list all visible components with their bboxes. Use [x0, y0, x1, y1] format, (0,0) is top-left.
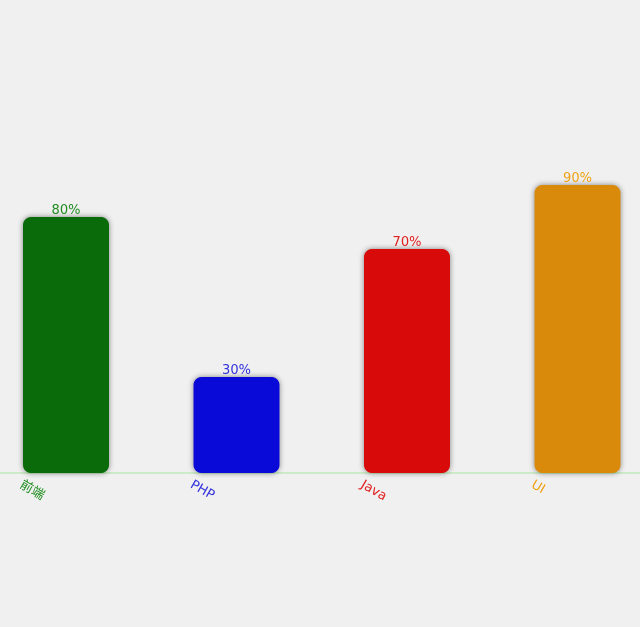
category-label-1: PHP [188, 477, 218, 503]
value-label-2: 70% [393, 235, 422, 250]
category-label-3: UI [529, 477, 548, 497]
bar-0 [23, 217, 109, 473]
category-label-0: 前端 [17, 477, 48, 504]
value-label-0: 80% [52, 203, 81, 218]
value-labels-group: 80% 30% 70% 90% [52, 171, 592, 378]
value-label-3: 90% [563, 171, 592, 186]
bar-2 [364, 249, 450, 473]
category-labels-group: 前端 PHP Java UI [17, 477, 548, 505]
bars-group [23, 185, 621, 473]
value-label-1: 30% [222, 363, 251, 378]
bar-1 [193, 377, 280, 473]
bar-3 [534, 185, 621, 473]
category-label-2: Java [357, 477, 389, 504]
